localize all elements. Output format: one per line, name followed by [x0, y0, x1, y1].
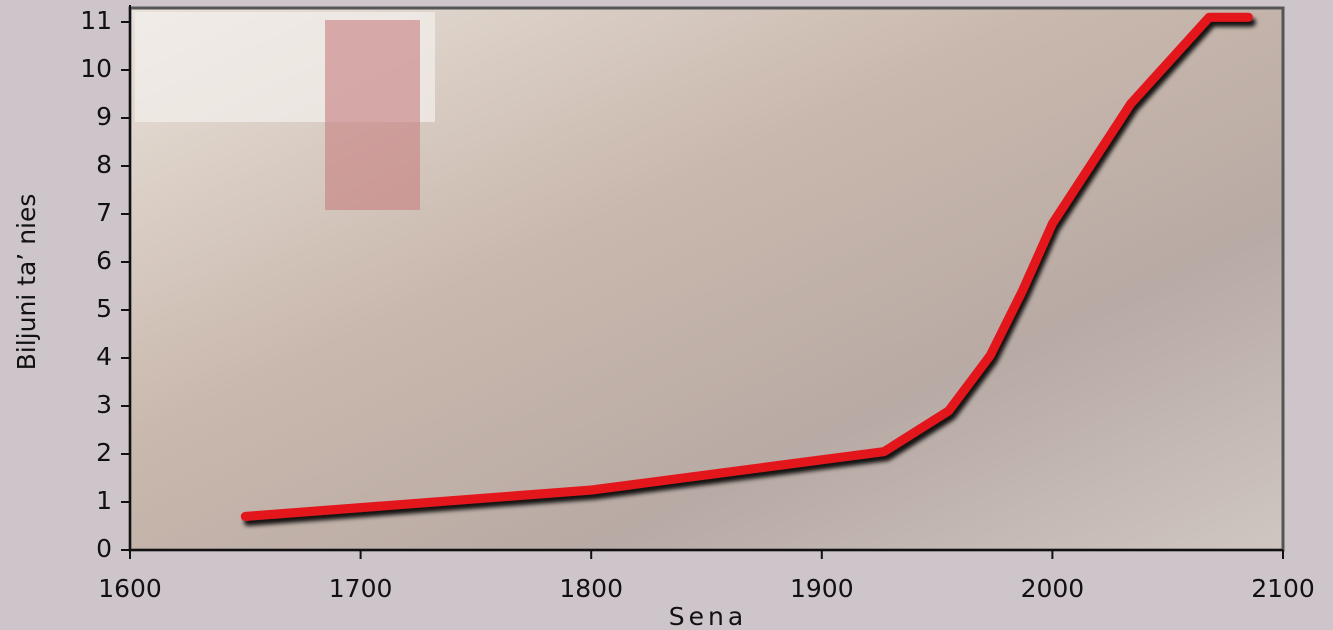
x-tick-label: 2100: [1251, 574, 1315, 603]
x-tick-label: 2000: [1021, 574, 1085, 603]
x-tick-label: 1700: [329, 574, 393, 603]
y-tick-label: 6: [96, 246, 112, 275]
y-tick-label: 9: [96, 102, 112, 131]
y-tick-label: 0: [96, 534, 112, 563]
x-axis-label: Sena: [669, 602, 747, 630]
x-tick-label: 1600: [98, 574, 162, 603]
x-tick-label: 1800: [559, 574, 623, 603]
y-tick-label: 2: [96, 438, 112, 467]
y-tick-label: 10: [80, 54, 112, 83]
y-tick-label: 11: [80, 6, 112, 35]
y-tick-label: 7: [96, 198, 112, 227]
y-tick-label: 8: [96, 150, 112, 179]
y-tick-label: 4: [96, 342, 112, 371]
x-tick-label: 1900: [790, 574, 854, 603]
y-tick-label: 3: [96, 390, 112, 419]
data-line: [240, 12, 1253, 521]
y-tick-label: 1: [96, 486, 112, 515]
photo-phonebox: [325, 20, 420, 210]
y-axis-label: Biljuni ta’ nies: [12, 194, 41, 371]
y-tick-label: 5: [96, 294, 112, 323]
